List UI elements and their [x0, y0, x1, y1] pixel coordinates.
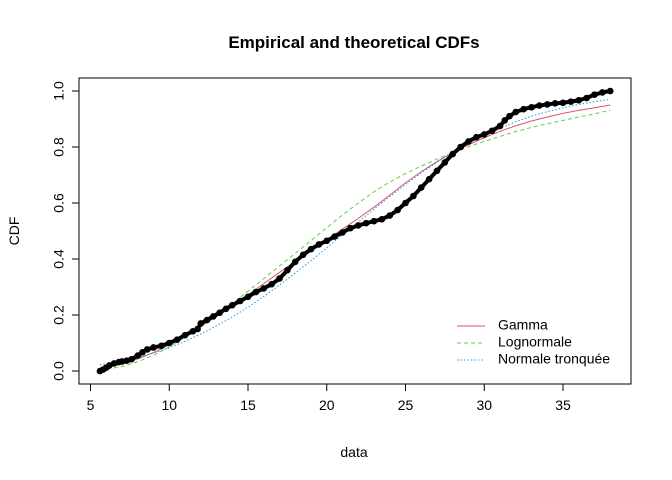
empirical-point — [449, 150, 457, 158]
empirical-point — [591, 91, 598, 98]
y-tick-label: 0.6 — [51, 193, 67, 213]
empirical-point — [260, 285, 268, 292]
empirical-point — [134, 352, 142, 359]
empirical-point — [276, 275, 283, 282]
empirical-point — [402, 199, 409, 207]
x-tick-label: 5 — [87, 397, 95, 413]
legend-label-0: Gamma — [498, 317, 548, 333]
y-axis-label: CDF — [6, 217, 22, 246]
y-tick-label: 0.4 — [51, 249, 67, 269]
empirical-point — [551, 100, 559, 107]
empirical-point — [583, 94, 590, 102]
empirical-point — [307, 245, 315, 253]
x-tick-label: 30 — [476, 397, 492, 413]
x-tick-label: 20 — [319, 397, 335, 413]
empirical-point — [606, 87, 614, 95]
empirical-point — [559, 99, 567, 107]
x-axis-label: data — [340, 444, 367, 460]
empirical-point — [425, 175, 433, 183]
empirical-point — [417, 184, 425, 191]
series-line-1 — [99, 109, 611, 371]
y-tick-label: 0.8 — [51, 137, 67, 157]
chart-title: Empirical and theoretical CDFs — [228, 33, 479, 52]
empirical-point — [323, 237, 331, 245]
empirical-point — [354, 222, 362, 229]
empirical-point — [197, 320, 205, 327]
empirical-point — [480, 131, 488, 138]
y-axis: 0.0 0.2 0.4 0.6 0.8 1.0 — [51, 81, 80, 381]
x-axis: 5 10 15 20 25 30 35 — [87, 383, 571, 413]
empirical-point — [244, 293, 252, 301]
empirical-point — [173, 336, 181, 343]
empirical-point — [567, 98, 575, 105]
empirical-point — [194, 325, 201, 333]
empirical-point — [386, 212, 394, 219]
empirical-point — [599, 89, 606, 96]
empirical-point — [158, 342, 165, 350]
empirical-point — [457, 143, 464, 151]
empirical-point — [441, 159, 449, 166]
empirical-point — [339, 229, 346, 236]
legend-label-2: Normale tronquée — [498, 351, 610, 367]
empirical-point — [143, 346, 151, 353]
empirical-point — [496, 122, 504, 130]
y-tick-label: 0.2 — [51, 305, 67, 325]
empirical-point — [501, 117, 509, 124]
empirical-point — [165, 339, 173, 347]
x-tick-label: 25 — [398, 397, 414, 413]
empirical-point — [378, 215, 386, 223]
empirical-point — [181, 331, 189, 339]
empirical-point — [347, 224, 354, 232]
empirical-point — [394, 206, 401, 214]
empirical-point — [506, 112, 513, 120]
empirical-point — [362, 219, 370, 227]
empirical-point — [370, 217, 378, 225]
empirical-point — [128, 355, 135, 363]
empirical-points — [96, 87, 614, 375]
empirical-point — [284, 266, 291, 274]
plot-area — [78, 77, 632, 385]
y-tick-label: 0.0 — [51, 361, 67, 381]
empirical-point — [331, 233, 338, 240]
y-tick-label: 1.0 — [51, 81, 67, 101]
empirical-point — [315, 241, 323, 248]
empirical-point — [488, 127, 496, 135]
empirical-point — [433, 167, 441, 175]
empirical-point — [473, 133, 480, 141]
empirical-point — [222, 305, 230, 313]
empirical-point — [528, 103, 535, 111]
empirical-point — [299, 251, 307, 259]
empirical-point — [543, 101, 551, 108]
x-tick-label: 35 — [555, 397, 571, 413]
empirical-point — [268, 280, 275, 288]
empirical-point — [536, 102, 543, 109]
empirical-point — [520, 105, 527, 113]
empirical-point — [575, 96, 583, 104]
empirical-point — [252, 288, 260, 296]
empirical-point — [216, 309, 223, 317]
empirical-point — [512, 108, 520, 116]
empirical-point — [228, 301, 236, 309]
legend-label-1: Lognormale — [498, 334, 572, 350]
empirical-point — [236, 297, 244, 305]
empirical-point — [410, 192, 417, 200]
empirical-point — [203, 316, 211, 324]
x-tick-label: 15 — [240, 397, 256, 413]
empirical-point — [465, 138, 472, 145]
empirical-point — [291, 258, 299, 266]
empirical-point — [150, 344, 157, 351]
x-tick-label: 10 — [161, 397, 177, 413]
empirical-point — [210, 313, 217, 320]
